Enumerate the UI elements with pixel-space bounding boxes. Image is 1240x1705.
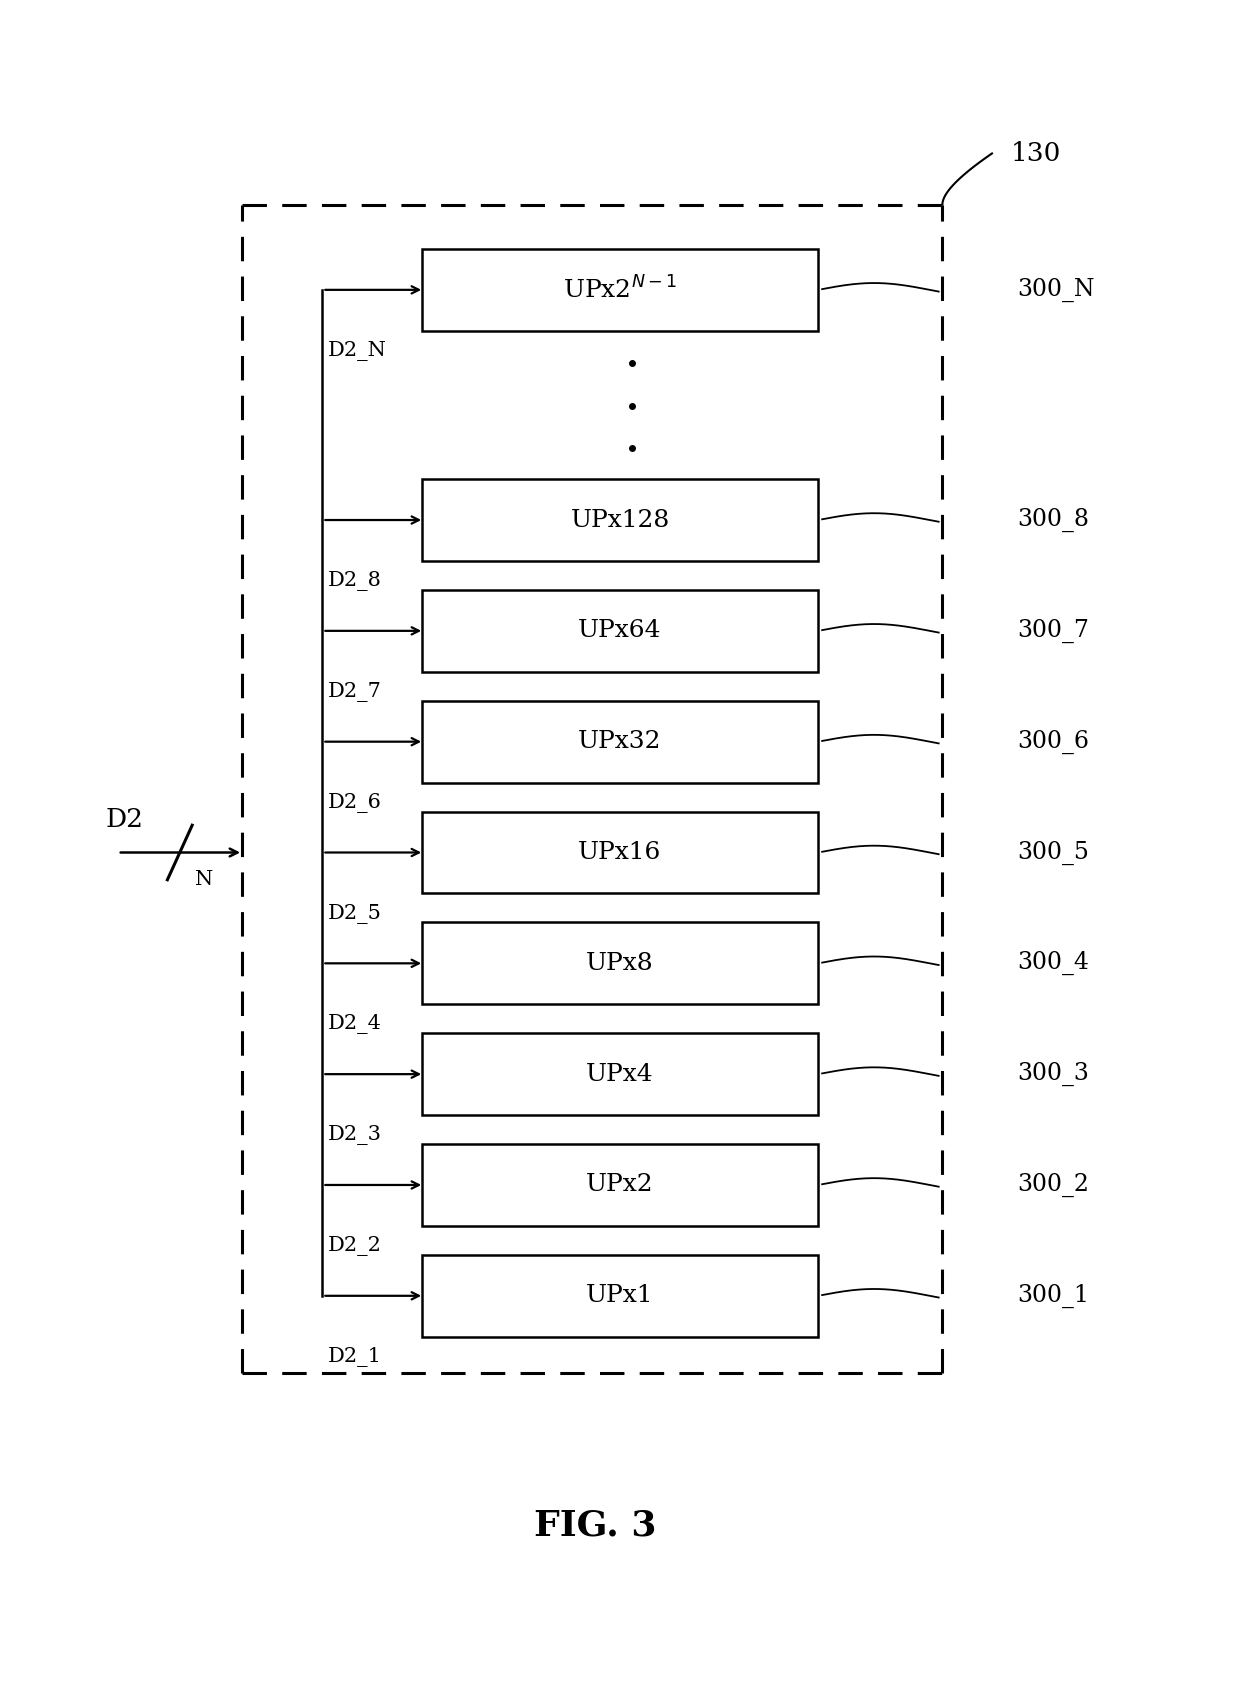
Text: UPx64: UPx64 — [578, 619, 662, 643]
Text: UPx4: UPx4 — [587, 1062, 653, 1086]
Text: 300_3: 300_3 — [1017, 1062, 1089, 1086]
Text: D2_3: D2_3 — [327, 1125, 382, 1146]
Text: UPx32: UPx32 — [578, 730, 662, 754]
Bar — [422, 1255, 818, 1337]
Text: 300_2: 300_2 — [1017, 1173, 1089, 1197]
Text: UPx1: UPx1 — [587, 1284, 653, 1308]
Bar — [422, 479, 818, 561]
Text: 130: 130 — [1011, 142, 1061, 165]
Text: D2: D2 — [105, 806, 144, 832]
Text: N: N — [195, 870, 213, 888]
Text: 300_4: 300_4 — [1017, 951, 1089, 975]
Bar — [422, 249, 818, 331]
Text: D2_2: D2_2 — [327, 1236, 381, 1257]
Text: 300_1: 300_1 — [1017, 1284, 1089, 1308]
Text: UPx2: UPx2 — [587, 1173, 653, 1197]
Bar — [422, 812, 818, 893]
Text: 300_6: 300_6 — [1017, 730, 1089, 754]
Bar — [422, 701, 818, 783]
Text: D2_8: D2_8 — [327, 571, 381, 592]
Text: UPx2$^{N-1}$: UPx2$^{N-1}$ — [563, 276, 677, 303]
Text: D2_7: D2_7 — [327, 682, 381, 702]
Bar — [422, 922, 818, 1004]
Text: D2_4: D2_4 — [327, 1014, 381, 1035]
Text: 300_N: 300_N — [1017, 278, 1094, 302]
Text: D2_1: D2_1 — [327, 1347, 382, 1367]
Text: D2_N: D2_N — [327, 341, 386, 361]
Bar — [422, 1144, 818, 1226]
Bar — [422, 1033, 818, 1115]
Text: FIG. 3: FIG. 3 — [534, 1509, 656, 1543]
Text: UPx128: UPx128 — [570, 508, 670, 532]
Text: UPx8: UPx8 — [587, 951, 653, 975]
Text: 300_7: 300_7 — [1017, 619, 1089, 643]
Text: D2_5: D2_5 — [327, 904, 381, 924]
Text: D2_6: D2_6 — [327, 793, 381, 813]
Text: 300_8: 300_8 — [1017, 508, 1089, 532]
Text: UPx16: UPx16 — [578, 841, 662, 864]
Bar — [422, 590, 818, 672]
Text: 300_5: 300_5 — [1017, 841, 1089, 864]
